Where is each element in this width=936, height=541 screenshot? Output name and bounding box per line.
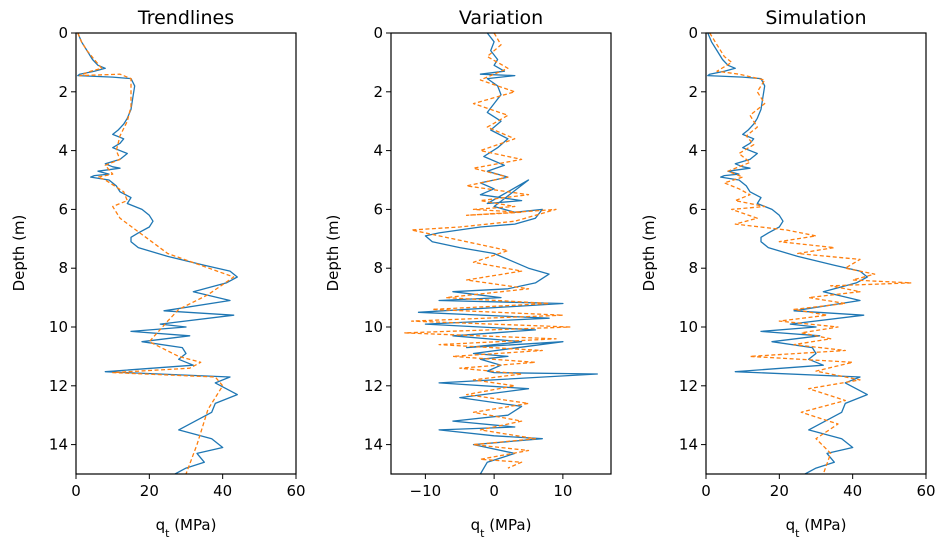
series-line-2 (77, 33, 235, 474)
y-tick-label: 4 (688, 142, 698, 160)
x-tick-label: 60 (286, 482, 305, 500)
series-line-2 (709, 33, 912, 474)
x-tick-label: 10 (553, 482, 572, 500)
y-tick-label: 6 (688, 200, 698, 218)
axes-frame (705, 32, 927, 475)
y-tick-label: 6 (373, 200, 383, 218)
x-tick-label: 20 (770, 482, 789, 500)
y-tick-label: 10 (679, 318, 698, 336)
y-tick-label: 8 (58, 259, 68, 277)
y-tick-label: 12 (49, 377, 68, 395)
y-tick-label: 8 (373, 259, 383, 277)
y-tick-label: 12 (679, 377, 698, 395)
series-line-1 (417, 33, 598, 474)
axes-frame (390, 32, 612, 475)
y-tick-label: 2 (688, 83, 698, 101)
plot-area (77, 33, 238, 474)
series-line-2 (404, 33, 571, 469)
plot-area (404, 33, 598, 474)
x-tick-label: 60 (916, 482, 935, 500)
y-tick-label: 10 (49, 318, 68, 336)
y-tick-label: 14 (679, 436, 698, 454)
x-tick-label: 0 (489, 482, 499, 500)
y-tick-label: 2 (58, 83, 68, 101)
y-tick-label: 8 (688, 259, 698, 277)
y-tick-label: 14 (49, 436, 68, 454)
y-axis-label: Depth (m) (324, 215, 342, 292)
x-axis-label: qt (MPa) (471, 516, 532, 540)
series-line-1 (707, 33, 868, 474)
x-axis-label: qt (MPa) (156, 516, 217, 540)
chart-title: Trendlines (137, 7, 234, 29)
x-tick-label: 0 (71, 482, 81, 500)
y-tick-label: 0 (373, 24, 383, 42)
x-tick-label: −10 (410, 482, 442, 500)
y-tick-label: 2 (373, 83, 383, 101)
chart-title: Simulation (765, 7, 866, 29)
y-tick-label: 6 (58, 200, 68, 218)
x-axis-label: qt (MPa) (786, 516, 847, 540)
y-tick-label: 14 (364, 436, 383, 454)
y-tick-label: 4 (58, 142, 68, 160)
y-tick-label: 10 (364, 318, 383, 336)
y-tick-label: 0 (58, 24, 68, 42)
y-tick-label: 4 (373, 142, 383, 160)
y-tick-label: 12 (364, 377, 383, 395)
chart-title: Variation (459, 7, 543, 29)
x-tick-label: 40 (213, 482, 232, 500)
plot-area (707, 33, 912, 474)
y-axis-label: Depth (m) (640, 215, 658, 292)
y-axis-label: Depth (m) (10, 215, 28, 292)
panel-variation: Variation Depth (m) qt (MPa) 0 2 4 6 8 10 12 14… (324, 7, 612, 540)
series-line-1 (77, 33, 238, 474)
x-tick-label: 40 (843, 482, 862, 500)
x-tick-label: 20 (140, 482, 159, 500)
axes-frame (75, 32, 297, 475)
panel-simulation: Simulation Depth (m) qt (MPa) 0 2 4 6 8 10 12 1… (640, 7, 936, 540)
x-tick-label: 0 (701, 482, 711, 500)
panel-trendlines: Trendlines Depth (m) qt (MPa) 0 2 4 6 8 10 12 1… (10, 7, 306, 540)
y-tick-label: 0 (688, 24, 698, 42)
